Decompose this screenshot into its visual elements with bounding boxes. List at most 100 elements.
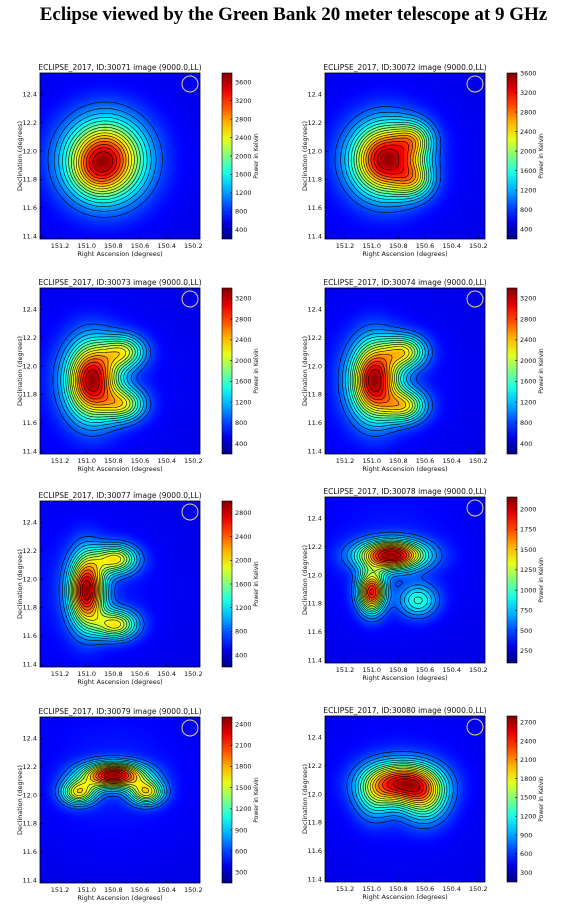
x-tick-label: 150.4 <box>157 670 176 678</box>
colorbar-tick-label: 1200 <box>235 805 252 813</box>
contour-panel-7: ECLIPSE_2017, ID:30079 image (9000.0,LL)… <box>2 707 292 922</box>
y-tick-label: 11.8 <box>308 600 322 608</box>
x-axis-label: Right Ascension (degrees) <box>77 678 162 686</box>
colorbar-label: Power in Kelvin <box>253 777 260 823</box>
y-tick-label: 11.6 <box>23 632 37 640</box>
contour-line <box>85 369 100 392</box>
contour-line <box>347 119 432 200</box>
colorbar-tick-label: 800 <box>520 206 532 214</box>
colorbar-tick-label: 1200 <box>235 189 252 197</box>
x-tick-label: 150.4 <box>157 457 176 465</box>
contour-line <box>74 562 99 617</box>
colorbar-tick-label: 1600 <box>235 171 252 179</box>
y-tick-label: 11.6 <box>308 419 322 427</box>
colorbar-tick-label: 3200 <box>520 89 537 97</box>
contour-line <box>71 126 138 195</box>
y-tick-label: 12.2 <box>23 334 37 342</box>
contour-line <box>360 354 400 407</box>
y-tick-label: 11.8 <box>23 176 37 184</box>
colorbar-tick-label: 1500 <box>520 546 537 554</box>
colorbar-tick-label: 400 <box>235 651 247 659</box>
colorbar-tick-label: 1800 <box>520 775 537 783</box>
y-tick-label: 11.4 <box>23 876 37 884</box>
x-tick-label: 151.0 <box>362 885 381 893</box>
x-tick-label: 151.0 <box>77 242 96 250</box>
chart-title: ECLIPSE_2017, ID:30071 image (9000.0,LL) <box>38 63 201 72</box>
x-tick-label: 151.0 <box>362 666 381 674</box>
colorbar-tick-label: 1750 <box>520 526 537 534</box>
colorbar-tick-label: 1000 <box>520 586 537 594</box>
contour-line <box>368 369 382 393</box>
colorbar-tick-label: 2000 <box>520 147 537 155</box>
contour-line <box>349 338 421 421</box>
y-tick-label: 12.4 <box>23 735 37 743</box>
contour-line <box>88 147 118 176</box>
contour-line <box>337 323 433 437</box>
x-tick-label: 150.8 <box>104 886 123 894</box>
colorbar-tick-label: 1800 <box>235 763 252 771</box>
colorbar-tick-label: 2400 <box>235 533 252 541</box>
contour-line <box>361 543 419 608</box>
x-tick-label: 150.4 <box>157 242 176 250</box>
contour-chart: ECLIPSE_2017, ID:30077 image (9000.0,LL)… <box>16 491 260 686</box>
colorbar-tick-label: 3200 <box>520 295 537 303</box>
contour-line <box>79 576 94 605</box>
contour-line <box>365 765 441 810</box>
x-tick-label: 150.2 <box>184 242 203 250</box>
colorbar-tick-label: 300 <box>235 869 247 877</box>
colorbar-tick-label: 1200 <box>520 186 537 194</box>
contour-line <box>58 113 152 207</box>
plot-frame <box>39 287 201 455</box>
y-tick-label: 11.8 <box>308 819 322 827</box>
x-tick-label: 150.2 <box>469 242 488 250</box>
contour-line <box>377 148 400 171</box>
contour-line <box>65 338 139 420</box>
y-tick-label: 11.6 <box>23 204 37 212</box>
contour-line <box>362 763 443 812</box>
colorbar <box>506 496 518 664</box>
chart-title: ECLIPSE_2017, ID:30078 image (9000.0,LL) <box>323 487 486 496</box>
contour-line <box>60 759 165 806</box>
y-axis-label: Declination (degrees) <box>301 336 309 406</box>
contour-line <box>334 106 442 213</box>
contour-line <box>60 333 144 427</box>
heatmap-image <box>325 288 485 454</box>
colorbar <box>221 716 233 884</box>
contour-line <box>361 357 390 404</box>
colorbar-tick-label: 300 <box>520 869 532 877</box>
colorbar-label: Power in Kelvin <box>253 561 260 607</box>
y-axis-label: Declination (degrees) <box>16 549 24 619</box>
y-tick-label: 11.4 <box>23 660 37 668</box>
contour-line <box>68 763 157 800</box>
y-axis-label: Declination (degrees) <box>16 336 24 406</box>
contour-line <box>356 539 427 613</box>
y-tick-label: 12.2 <box>308 334 322 342</box>
x-tick-label: 150.8 <box>389 885 408 893</box>
y-tick-label: 11.8 <box>23 604 37 612</box>
y-tick-label: 11.8 <box>308 176 322 184</box>
y-tick-label: 12.4 <box>308 734 322 742</box>
x-tick-label: 151.2 <box>336 885 355 893</box>
contour-line <box>378 772 430 799</box>
x-tick-label: 151.2 <box>51 242 70 250</box>
contour-line <box>393 778 421 792</box>
y-tick-label: 11.6 <box>308 204 322 212</box>
contour-line <box>350 536 433 617</box>
contour-chart: ECLIPSE_2017, ID:30074 image (9000.0,LL)… <box>301 278 545 473</box>
y-tick-label: 12.2 <box>308 119 322 127</box>
plot-frame <box>324 715 486 883</box>
x-tick-label: 150.8 <box>389 242 408 250</box>
contour-line <box>77 569 97 611</box>
contour-line <box>62 760 163 804</box>
colorbar-label: Power in Kelvin <box>538 133 545 179</box>
contour-line <box>375 771 432 801</box>
heatmap-image <box>325 497 485 663</box>
colorbar-tick-label: 900 <box>520 831 532 839</box>
colorbar-tick-label: 3600 <box>235 79 252 87</box>
y-tick-label: 12.0 <box>23 362 37 370</box>
contour-panel-5: ECLIPSE_2017, ID:30077 image (9000.0,LL)… <box>2 491 292 706</box>
colorbar-tick-label: 800 <box>235 628 247 636</box>
y-tick-label: 11.6 <box>23 848 37 856</box>
x-tick-label: 150.6 <box>131 670 150 678</box>
x-axis-label: Right Ascension (degrees) <box>362 674 447 682</box>
